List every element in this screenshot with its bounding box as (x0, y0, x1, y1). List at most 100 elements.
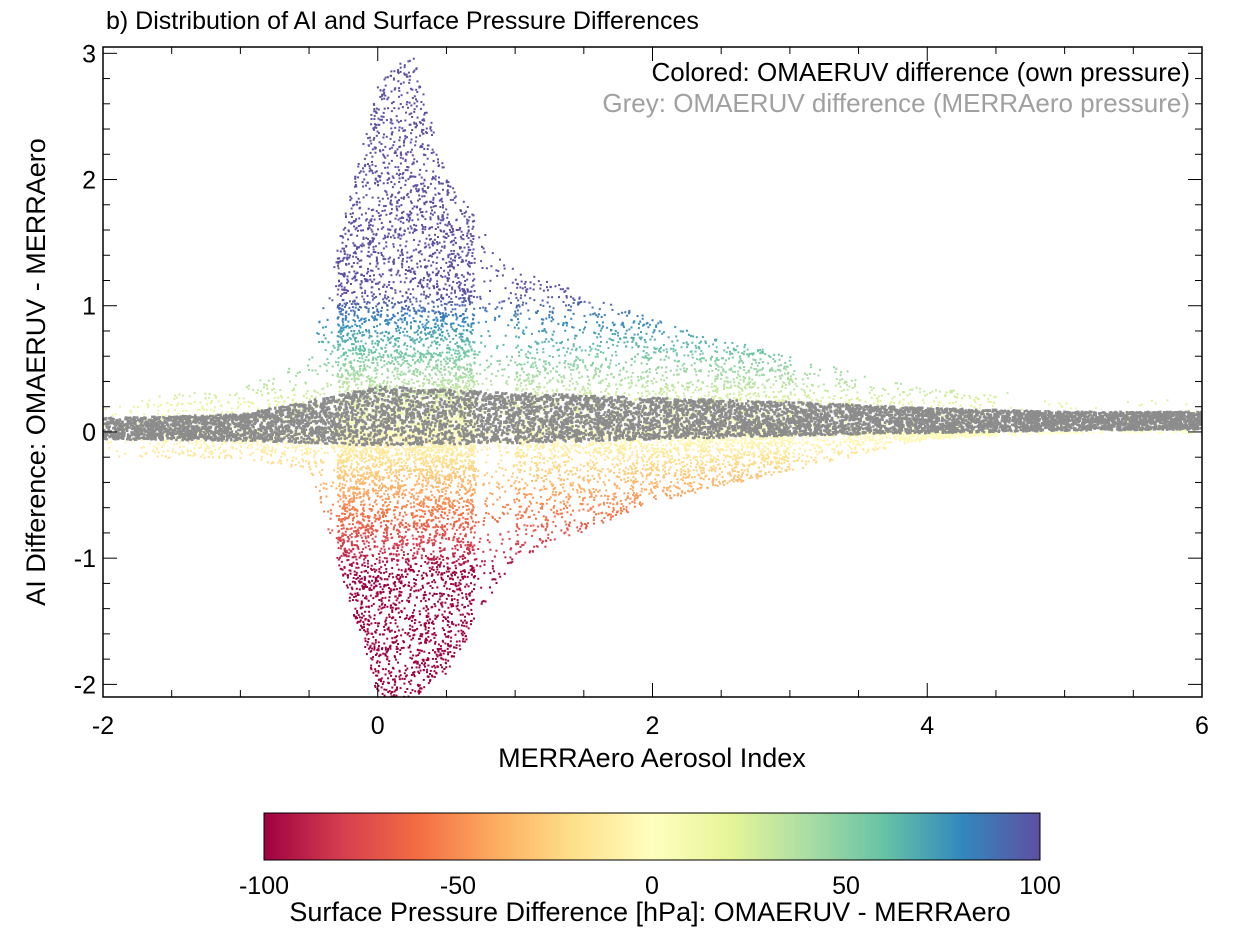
scatter-point (636, 439, 639, 442)
scatter-point (729, 380, 732, 383)
scatter-point (775, 444, 778, 447)
scatter-point (435, 616, 438, 618)
scatter-point (867, 449, 870, 452)
scatter-point (484, 345, 487, 348)
scatter-point (674, 443, 677, 446)
scatter-point (518, 305, 521, 308)
scatter-point (490, 355, 493, 358)
scatter-point (354, 279, 357, 282)
scatter-point (579, 359, 581, 362)
scatter-point (384, 445, 386, 448)
scatter-point (714, 360, 717, 363)
scatter-point (359, 503, 362, 506)
scatter-point (724, 371, 727, 374)
scatter-point (398, 678, 401, 681)
scatter-point (339, 376, 342, 379)
scatter-point (542, 416, 545, 419)
scatter-point (872, 447, 875, 450)
scatter-point (343, 479, 345, 481)
scatter-point (425, 484, 428, 487)
scatter-point (529, 468, 532, 471)
scatter-point (359, 170, 362, 173)
scatter-point (434, 460, 437, 463)
scatter-point (428, 539, 431, 542)
scatter-point (418, 327, 421, 329)
scatter-point (445, 356, 448, 359)
scatter-point (411, 373, 414, 375)
scatter-point (719, 397, 722, 399)
scatter-point (309, 448, 312, 451)
scatter-point (551, 377, 554, 380)
scatter-point (424, 218, 427, 221)
scatter-point (1137, 431, 1140, 434)
scatter-point (370, 474, 373, 477)
scatter-point (595, 448, 598, 451)
scatter-point (514, 480, 517, 482)
scatter-point (674, 472, 677, 475)
scatter-point (643, 346, 646, 348)
scatter-point (478, 401, 481, 404)
scatter-point (429, 293, 432, 296)
scatter-point (596, 353, 599, 355)
scatter-point (515, 530, 518, 533)
scatter-point (600, 426, 603, 429)
scatter-point (379, 395, 382, 398)
scatter-point (546, 525, 549, 528)
scatter-point (455, 334, 458, 337)
scatter-point (606, 501, 609, 504)
scatter-point (469, 502, 472, 505)
scatter-point (403, 536, 406, 539)
scatter-point (595, 314, 598, 317)
scatter-point (454, 583, 457, 586)
scatter-point (740, 393, 743, 396)
scatter-point (236, 407, 239, 410)
scatter-point (839, 443, 842, 446)
scatter-point (798, 441, 801, 444)
scatter-point (593, 464, 596, 467)
scatter-point (400, 119, 402, 122)
scatter-point (441, 649, 444, 652)
scatter-point (645, 444, 648, 447)
scatter-point (420, 574, 423, 577)
scatter-point (426, 632, 429, 634)
scatter-point (713, 434, 716, 437)
scatter-point (391, 102, 393, 105)
scatter-point (690, 482, 693, 485)
scatter-point (690, 442, 693, 445)
scatter-point (446, 528, 449, 531)
scatter-point (746, 453, 749, 456)
scatter-point (414, 320, 417, 323)
scatter-point (811, 384, 814, 387)
scatter-point (361, 454, 364, 457)
scatter-point (692, 335, 695, 338)
scatter-point (428, 566, 431, 569)
scatter-point (578, 509, 581, 512)
scatter-point (887, 393, 890, 396)
scatter-point (342, 324, 345, 327)
scatter-point (413, 239, 415, 241)
scatter-point (373, 516, 376, 519)
scatter-point (622, 457, 625, 460)
scatter-point (714, 375, 717, 378)
scatter-point (524, 294, 527, 297)
scatter-point (413, 230, 416, 233)
scatter-point (461, 381, 464, 384)
scatter-point (382, 339, 385, 342)
scatter-point (459, 325, 462, 328)
scatter-point (758, 362, 761, 364)
scatter-point (283, 450, 286, 453)
scatter-point (364, 618, 367, 621)
scatter-point (541, 323, 544, 326)
scatter-point (417, 188, 420, 191)
scatter-point (619, 338, 622, 341)
scatter-point (861, 441, 864, 443)
scatter-point (472, 375, 475, 378)
scatter-point (434, 614, 437, 617)
scatter-point (389, 692, 392, 695)
scatter-point (429, 218, 432, 221)
scatter-point (398, 205, 401, 208)
scatter-point (374, 473, 377, 476)
scatter-point (387, 432, 390, 435)
scatter-point (186, 448, 189, 451)
scatter-point (459, 498, 462, 500)
